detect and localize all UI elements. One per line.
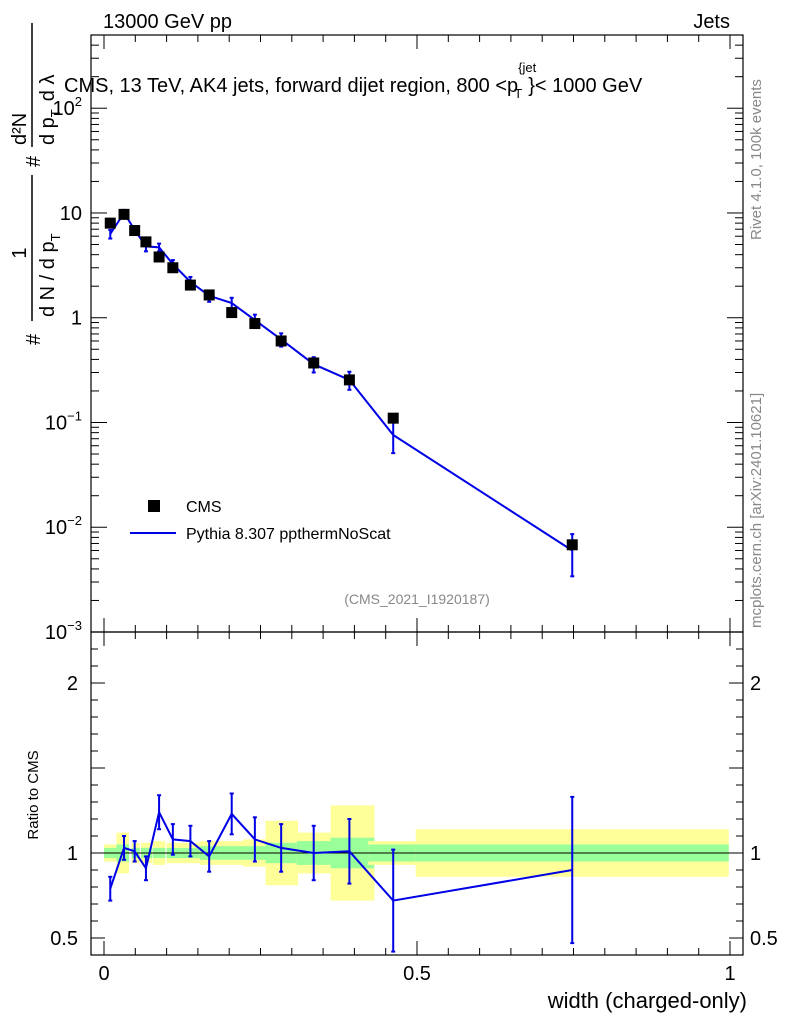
ylabel-frac-top: 1 <box>9 247 31 258</box>
x-axis-label: width (charged-only) <box>547 988 747 1013</box>
cms-data-point <box>387 412 399 424</box>
cms-data-point <box>249 318 261 330</box>
x-tick-label: 0 <box>98 963 109 985</box>
title-sub: T <box>514 86 522 101</box>
ratio-plot-marks <box>108 792 575 953</box>
y-tick-label: 10−2 <box>45 513 82 539</box>
ratio-ylabel: Ratio to CMS <box>25 750 42 839</box>
cms-data-point <box>104 217 116 229</box>
cms-data-point <box>203 289 215 301</box>
cms-data-point <box>129 225 141 237</box>
title-main: CMS, 13 TeV, AK4 jets, forward dijet reg… <box>64 75 518 97</box>
ratio-y-tick-label-right: 1 <box>750 843 761 865</box>
cms-data-point <box>308 357 320 369</box>
y-tick-label: 10−1 <box>45 408 82 434</box>
cms-data-point <box>184 279 196 291</box>
legend-data-marker <box>148 500 160 512</box>
ratio-y-tick-label-right: 0.5 <box>750 928 778 950</box>
y-tick-label: 10 <box>60 203 82 225</box>
y-axis-label: # 1 d N / d pT # d²N d pTd λ <box>9 23 63 345</box>
ylabel-frac-bot: d N / d pT <box>37 233 63 317</box>
plot-frames <box>90 34 744 956</box>
legend-data-label: CMS <box>186 499 222 516</box>
cms-data-point <box>275 335 287 347</box>
y-tick-label: 10−3 <box>45 618 82 644</box>
plot-title: CMS, 13 TeV, AK4 jets, forward dijet reg… <box>64 60 643 101</box>
ylabel-hash1: # <box>23 333 45 345</box>
ylabel-dpt: d pTd λ <box>37 75 63 145</box>
axis-ticks: 0 0.5 1 10−3 10−2 10−1 1 10 102 0.5 0.5 1 1 2 2 <box>45 34 778 985</box>
cms-data-point <box>153 251 165 263</box>
cms-data-point <box>226 307 238 319</box>
y-tick-label: 102 <box>53 94 82 120</box>
ratio-y-tick-label-left: 0.5 <box>50 928 78 950</box>
title-end: }< 1000 GeV <box>528 75 643 97</box>
ratio-y-tick-label-right: 2 <box>750 673 761 695</box>
ylabel-hash2: # <box>23 155 45 167</box>
legend-mc-label: Pythia 8.307 ppthermNoScat <box>186 526 391 543</box>
main-plot-marks <box>104 208 578 578</box>
ratio-y-tick-label-left: 2 <box>67 673 78 695</box>
cms-data-point <box>566 539 578 551</box>
header-right: Jets <box>693 11 730 33</box>
ratio-plot-frame <box>90 631 744 956</box>
title-sup: {jet <box>518 60 536 75</box>
ratio-y-tick-label-left: 1 <box>67 843 78 865</box>
y-tick-label: 1 <box>71 308 82 330</box>
rivet-version-text: Rivet 4.1.0, 100k events <box>748 79 765 240</box>
cms-data-point <box>140 236 152 248</box>
ylabel-d2n: d²N <box>9 113 31 145</box>
mc-line <box>109 211 573 552</box>
cms-data-point <box>343 374 355 386</box>
x-tick-label: 1 <box>724 963 735 985</box>
cms-data-point <box>167 262 179 274</box>
x-tick-label: 0.5 <box>403 963 431 985</box>
analysis-id-watermark: (CMS_2021_I1920187) <box>344 591 490 607</box>
cms-data-point <box>118 208 130 220</box>
header-left: 13000 GeV pp <box>103 11 232 33</box>
legend: CMS Pythia 8.307 ppthermNoScat <box>130 499 391 543</box>
mcplots-text: mcplots.cern.ch [arXiv:2401.10621] <box>748 393 765 628</box>
